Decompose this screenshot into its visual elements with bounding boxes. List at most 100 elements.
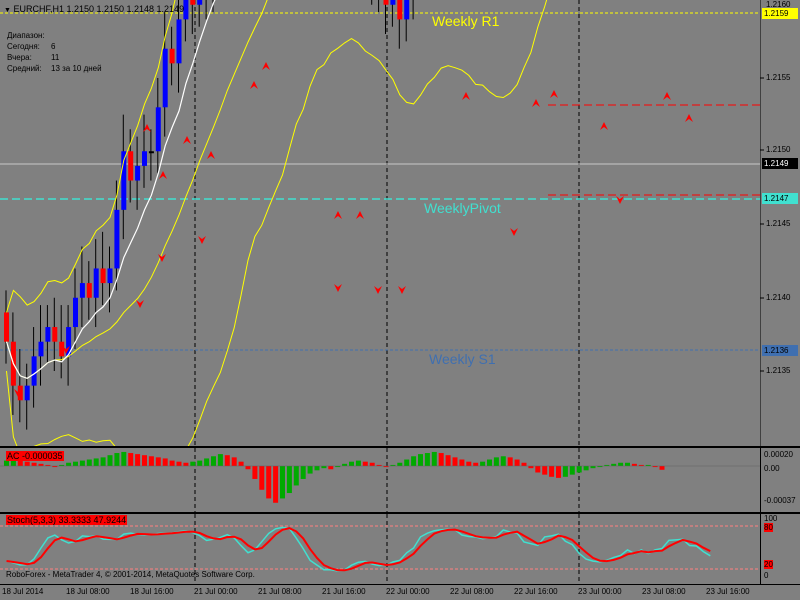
ac-bar [197,460,203,466]
time-label-9: 23 Jul 00:00 [578,587,622,596]
ac-bar [569,466,575,475]
ac-bar [155,457,161,466]
stoch-indicator-pane[interactable]: Stoch(5,3,3) 33.3333 47.9244 RoboForex -… [0,514,760,584]
ac-bar [114,453,120,466]
price-axis[interactable]: 1.2160 1.2155 1.2150 1.2145 1.2140 1.213… [760,0,800,446]
ac-label: AC -0.000035 [6,451,64,461]
ac-bar [487,459,492,466]
ac-indicator-pane[interactable]: AC -0.000035 [0,448,760,512]
ac-bar [211,456,216,466]
ac-bar [183,462,189,466]
ac-bar [66,462,72,466]
ac-bar [24,461,30,466]
ac-bar [259,466,265,490]
ac-bar [438,453,444,466]
stats-panel: Диапазон: Сегодня: 6 Вчера: 11 Средний: 13 … [7,30,102,74]
ac-bar [286,466,292,494]
ac-bar [190,461,196,466]
fractal-up-arrow [334,211,342,219]
ac-bar [659,466,665,470]
fractal-up-arrow [600,122,608,130]
fractal-up-arrow [532,99,540,107]
ac-bar [135,454,141,466]
candle-body [135,165,141,181]
ac-bar [176,461,182,466]
ac-bar [493,457,499,466]
weekly-r1-label: Weekly R1 [432,13,500,29]
candle-body [155,107,161,152]
ac-bar [204,458,210,466]
dropdown-triangle-icon[interactable]: ▼ [4,7,11,14]
ac-bar [128,453,134,466]
ac-bar [231,457,237,466]
time-label-1: 18 Jul 08:00 [66,587,110,596]
s1-price-tag: 1.2136 [762,345,798,356]
ac-bar [362,461,368,466]
candle-body [86,283,92,298]
ac-bar [521,462,527,466]
price-tick-5: 1.2135 [766,366,791,375]
price-tick-2: 1.2150 [766,145,791,154]
ac-bar [404,459,410,466]
candle-body [73,297,78,328]
ac-bar [252,466,258,479]
pane-separator-1[interactable] [0,446,800,448]
ac-bar [266,466,272,499]
candle-body [79,283,85,298]
ac-bar [459,459,465,466]
candle-body [176,19,182,64]
average-row: Средний: 13 за 10 дней [7,63,102,74]
ac-bar [424,453,430,466]
bollinger-lower-band [6,0,548,446]
ac-bar [280,466,285,499]
ac-bar [376,464,382,466]
candle-body [162,48,168,108]
fractal-up-arrow [356,211,364,219]
candle-body [383,0,389,5]
candle-body [121,151,127,210]
time-axis[interactable]: 18 Jul 2014 18 Jul 08:00 18 Jul 16:00 21… [0,584,800,600]
ac-bar [597,466,603,468]
ac-bar [52,466,58,468]
main-chart-pane[interactable]: ▼ EURCHF,H1 1.2150 1.2150 1.2148 1.2149 … [0,0,760,446]
ac-bar [355,460,361,466]
pane-separator-2[interactable] [0,512,800,514]
yesterday-value: 11 [51,53,60,62]
ac-scale-top: 0.00020 [764,450,793,459]
price-chart-svg [0,0,760,446]
ac-bar [618,462,624,466]
time-label-4: 21 Jul 08:00 [258,587,302,596]
r1-price-tag: 1.2159 [762,8,798,19]
symbol-line: EURCHF,H1 1.2150 1.2150 1.2148 1.2149 [13,4,185,14]
ac-bar [224,455,230,466]
ac-bar [93,458,99,466]
ac-bar [452,457,458,466]
current-price-tag: 1.2149 [762,158,798,169]
candle-body [107,268,113,284]
fractal-down-arrow [62,346,70,354]
candle-body [59,341,65,357]
price-tick-1: 1.2155 [766,73,791,82]
yesterday-label: Вчера: [7,53,32,62]
fractal-up-arrow [159,171,167,179]
ac-bar [466,461,472,466]
time-label-11: 23 Jul 16:00 [706,587,750,596]
price-tick-top: 1.2160 [766,0,791,9]
ac-bar [411,456,417,466]
average-value: 13 за 10 дней [51,64,102,73]
ac-bar [556,466,561,478]
price-tick-3: 1.2145 [766,219,791,228]
candle-body [114,209,120,269]
candle-body [404,0,410,20]
stoch-scale-0: 0 [764,571,769,580]
fractal-down-arrow [616,196,624,204]
pivot-price-tag: 1.2147 [762,193,798,204]
stoch-scale-80: 80 [764,523,773,532]
candle-body [183,0,189,20]
fractal-up-arrow [685,114,693,122]
ac-bar [59,464,65,466]
ac-bar [652,466,658,468]
ac-bar [328,466,334,470]
ac-bar [217,454,223,466]
fractal-down-arrow [14,389,22,397]
